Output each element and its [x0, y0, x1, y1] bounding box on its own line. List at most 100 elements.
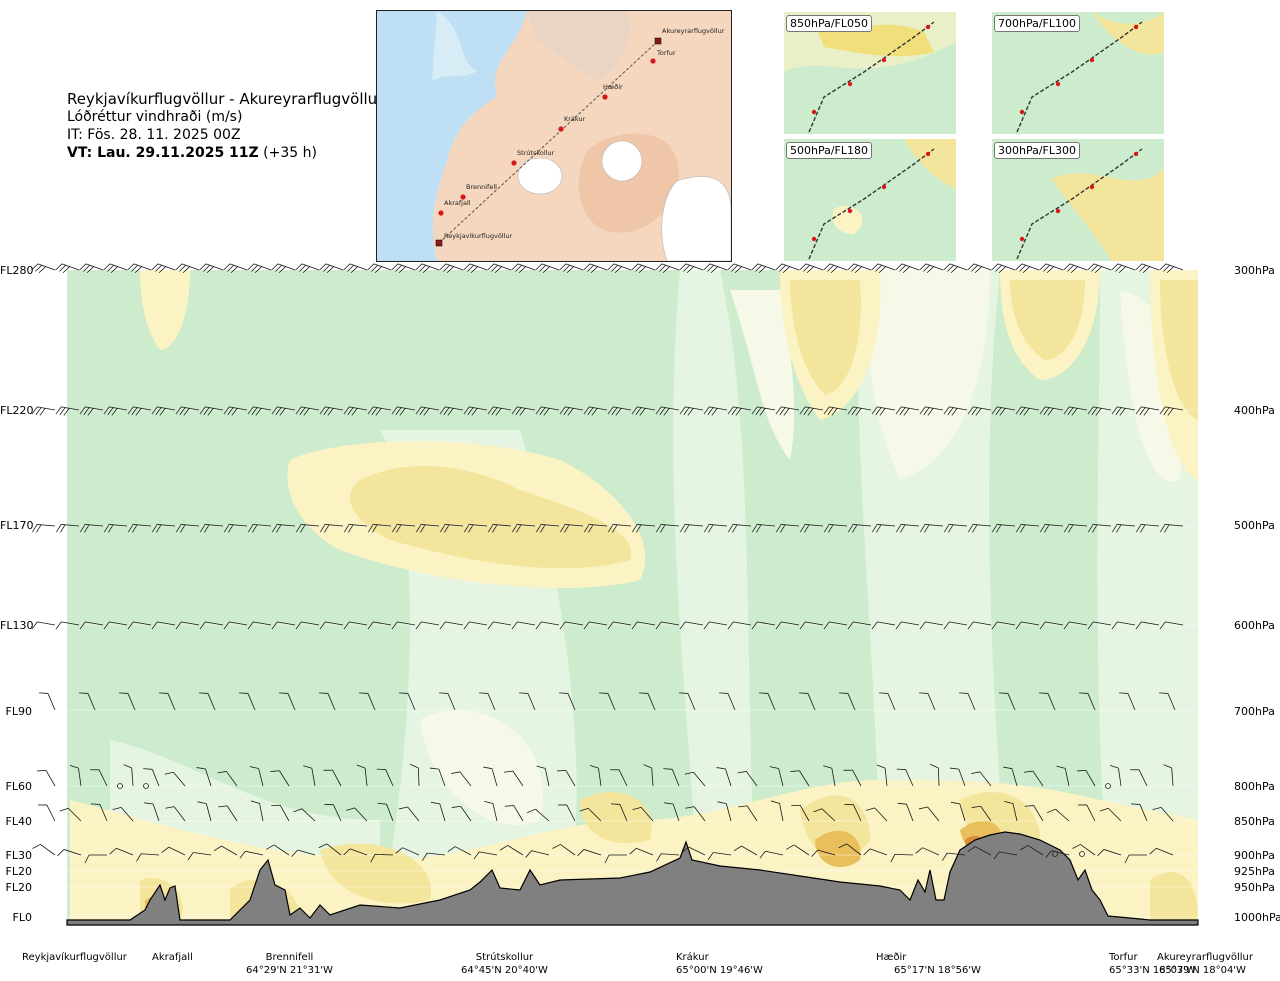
wind-barb [395, 847, 420, 856]
wind-barb [879, 692, 896, 711]
wind-barb [799, 692, 816, 711]
pressure-label-600: 600hPa [1234, 619, 1275, 632]
wind-barb [391, 263, 416, 274]
wind-barb [187, 852, 212, 861]
wind-barb [293, 808, 316, 822]
wind-barb [971, 771, 992, 787]
wind-barb [655, 406, 680, 416]
wind-barb [79, 406, 104, 416]
wind-barb [223, 263, 248, 274]
wind-barb [1136, 524, 1160, 533]
wind-barb [631, 406, 656, 416]
wind-barb [367, 406, 392, 416]
wind-barb [719, 692, 736, 711]
wind-barb [223, 406, 248, 416]
wind-barb [632, 807, 654, 822]
fl-label-30: FL30 [5, 849, 32, 862]
wind-barb [199, 406, 224, 416]
wind-barb [346, 807, 368, 822]
map-highland [527, 11, 630, 81]
wind-barb [1087, 406, 1112, 416]
wind-barb [1039, 692, 1056, 711]
point-label-akrafjall: Akrafjall [152, 951, 193, 964]
wind-barb [1152, 807, 1174, 822]
wind-barb [439, 692, 456, 711]
wind-barb [473, 851, 498, 860]
wind-barb [511, 406, 536, 416]
wind-barb [535, 406, 560, 416]
wind-barb [1087, 621, 1112, 630]
point-label-akureyri: Akureyrarflugvöllur 65°39'N 18°04'W [1157, 951, 1253, 977]
wind-barb [535, 621, 560, 630]
wind-barb [583, 263, 608, 274]
wind-barb [1077, 770, 1096, 787]
wind-barb [632, 524, 656, 533]
wind-barb [526, 808, 550, 822]
pressure-label-925: 925hPa [1234, 865, 1275, 878]
wind-barb [681, 846, 706, 856]
wind-barb [968, 524, 992, 533]
point-name: Brennifell [265, 952, 314, 963]
wind-barb [866, 807, 888, 822]
wind-barb [717, 801, 732, 822]
wind-barb [823, 263, 848, 274]
wind-barb [144, 802, 160, 822]
wind-barb [1039, 621, 1064, 630]
wind-barb [439, 406, 464, 416]
wind-barb [343, 263, 368, 274]
point-coords: 64°29'N 21°31'W [246, 965, 333, 976]
wind-barb [271, 406, 296, 416]
point-coords: 65°39'N 18°04'W [1159, 965, 1246, 976]
wind-barb [1003, 766, 1018, 787]
wind-barb [949, 767, 966, 787]
wind-barb [535, 263, 560, 274]
wind-barb [557, 804, 576, 822]
wind-barb [967, 406, 992, 416]
wind-barb [776, 524, 800, 533]
wind-barb [559, 263, 584, 274]
minimap-300-graphic [992, 139, 1164, 261]
wind-barb [1039, 406, 1064, 416]
wind-barb [1056, 765, 1070, 787]
waypoint-marker [460, 194, 466, 200]
wind-barb [703, 406, 728, 416]
wind-barb [1015, 263, 1040, 274]
wind-barb [703, 621, 728, 630]
wind-barb [707, 852, 732, 861]
wind-barb [104, 524, 128, 533]
wind-barb [112, 807, 134, 822]
wind-barb [1087, 263, 1112, 274]
wind-barb [608, 524, 632, 533]
wind-barb [1063, 263, 1088, 274]
point-name: Akrafjall [152, 952, 193, 963]
wind-barb [1088, 524, 1112, 533]
wind-barb [463, 406, 488, 416]
wind-barb [295, 263, 320, 274]
wind-barb [737, 771, 758, 787]
wind-barb [80, 524, 104, 533]
wind-barb [1015, 621, 1040, 630]
wind-barb [643, 764, 654, 787]
route-title: Reykjavíkurflugvöllur - Akureyrarflugvöl… [67, 90, 384, 108]
wind-barb [583, 406, 608, 416]
wind-barb [356, 764, 368, 787]
wind-barb [123, 764, 134, 787]
wind-barb [55, 406, 80, 416]
wind-barb [679, 692, 696, 711]
waypoint-label: Akrafjall [444, 199, 471, 207]
wind-barb [1064, 524, 1088, 533]
wind-barb [915, 847, 940, 856]
wind-barb [266, 844, 290, 856]
wind-barb [919, 406, 944, 416]
wind-barb [31, 621, 56, 630]
wind-barb [39, 692, 56, 711]
wind-barb [560, 524, 584, 533]
wind-barb [1112, 524, 1136, 533]
wind-barb [664, 802, 680, 822]
wind-barb [239, 850, 264, 859]
wind-barb [871, 263, 896, 274]
fl-label-20b: FL20 [5, 881, 32, 894]
wind-barb [488, 524, 512, 533]
wind-barb [430, 801, 446, 822]
waypoint-marker [438, 210, 444, 216]
